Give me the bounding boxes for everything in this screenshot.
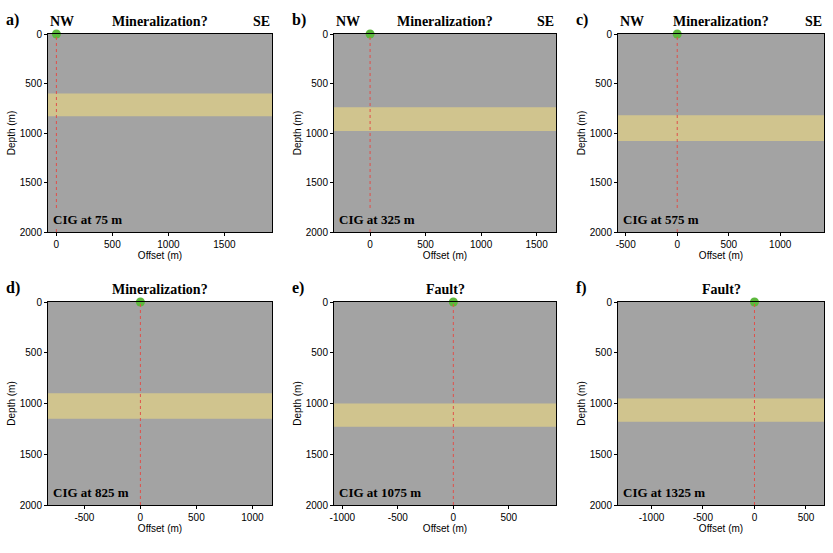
svg-text:0: 0 — [674, 239, 680, 250]
svg-text:SE: SE — [537, 14, 554, 29]
svg-text:500: 500 — [595, 78, 612, 89]
svg-text:0: 0 — [36, 29, 42, 40]
svg-text:500: 500 — [417, 239, 434, 250]
svg-text:b): b) — [292, 11, 306, 29]
svg-text:CIG at 575 m: CIG at 575 m — [623, 212, 699, 227]
svg-text:a): a) — [6, 11, 19, 29]
svg-text:1500: 1500 — [20, 449, 43, 460]
svg-text:e): e) — [292, 279, 304, 297]
svg-text:1500: 1500 — [306, 449, 329, 460]
svg-text:500: 500 — [25, 347, 42, 358]
svg-text:500: 500 — [595, 347, 612, 358]
svg-text:1000: 1000 — [769, 239, 792, 250]
svg-text:Mineralization?: Mineralization? — [397, 14, 493, 29]
svg-text:0: 0 — [138, 512, 144, 523]
svg-text:2000: 2000 — [20, 500, 43, 511]
svg-text:1000: 1000 — [20, 128, 43, 139]
svg-text:d): d) — [6, 279, 20, 297]
svg-text:Mineralization?: Mineralization? — [673, 14, 769, 29]
svg-text:CIG at 1325 m: CIG at 1325 m — [623, 485, 705, 500]
svg-text:500: 500 — [104, 239, 121, 250]
svg-text:1500: 1500 — [20, 177, 43, 188]
svg-text:500: 500 — [25, 78, 42, 89]
svg-text:2000: 2000 — [306, 500, 329, 511]
svg-text:1000: 1000 — [157, 239, 180, 250]
svg-text:NW: NW — [620, 14, 644, 29]
svg-text:1000: 1000 — [470, 239, 493, 250]
svg-text:1000: 1000 — [590, 128, 613, 139]
svg-text:1500: 1500 — [590, 449, 613, 460]
svg-text:Depth (m): Depth (m) — [6, 381, 17, 425]
svg-text:2000: 2000 — [590, 227, 613, 238]
svg-text:1500: 1500 — [213, 239, 236, 250]
svg-text:500: 500 — [311, 347, 328, 358]
svg-text:-1000: -1000 — [330, 512, 356, 523]
svg-text:0: 0 — [606, 297, 612, 308]
svg-text:1500: 1500 — [306, 177, 329, 188]
svg-text:Offset (m): Offset (m) — [423, 523, 467, 534]
svg-text:Offset (m): Offset (m) — [423, 250, 467, 261]
svg-text:0: 0 — [322, 297, 328, 308]
svg-text:1000: 1000 — [590, 398, 613, 409]
svg-text:2000: 2000 — [20, 227, 43, 238]
svg-text:0: 0 — [36, 297, 42, 308]
svg-text:-500: -500 — [616, 239, 636, 250]
svg-text:Depth (m): Depth (m) — [576, 111, 587, 155]
svg-text:Offset (m): Offset (m) — [699, 250, 743, 261]
svg-text:500: 500 — [311, 78, 328, 89]
svg-text:-500: -500 — [388, 512, 408, 523]
svg-text:CIG at 1075 m: CIG at 1075 m — [339, 485, 421, 500]
svg-text:0: 0 — [367, 239, 373, 250]
svg-text:Depth (m): Depth (m) — [6, 111, 17, 155]
svg-text:-500: -500 — [693, 512, 713, 523]
svg-text:CIG at 325 m: CIG at 325 m — [339, 212, 415, 227]
svg-text:SE: SE — [805, 14, 822, 29]
svg-text:1000: 1000 — [20, 398, 43, 409]
svg-text:500: 500 — [188, 512, 205, 523]
svg-text:NW: NW — [336, 14, 360, 29]
svg-text:1000: 1000 — [241, 512, 264, 523]
svg-text:Offset (m): Offset (m) — [138, 250, 182, 261]
svg-text:500: 500 — [798, 512, 815, 523]
svg-text:2000: 2000 — [306, 227, 329, 238]
svg-text:Fault?: Fault? — [702, 282, 741, 297]
svg-text:Depth (m): Depth (m) — [576, 381, 587, 425]
svg-text:c): c) — [576, 11, 588, 29]
svg-text:Offset (m): Offset (m) — [699, 523, 743, 534]
svg-text:-1000: -1000 — [639, 512, 665, 523]
svg-text:SE: SE — [253, 14, 270, 29]
svg-text:2000: 2000 — [590, 500, 613, 511]
svg-text:1500: 1500 — [525, 239, 548, 250]
svg-text:NW: NW — [50, 14, 74, 29]
svg-text:1000: 1000 — [306, 128, 329, 139]
svg-text:Depth (m): Depth (m) — [292, 111, 303, 155]
svg-text:CIG at 825 m: CIG at 825 m — [53, 485, 129, 500]
svg-text:Depth (m): Depth (m) — [292, 381, 303, 425]
svg-text:CIG at 75 m: CIG at 75 m — [53, 212, 122, 227]
svg-text:0: 0 — [322, 29, 328, 40]
svg-text:0: 0 — [54, 239, 60, 250]
svg-text:Offset (m): Offset (m) — [138, 523, 182, 534]
svg-text:0: 0 — [752, 512, 758, 523]
svg-text:f): f) — [576, 279, 587, 297]
svg-text:Mineralization?: Mineralization? — [112, 282, 208, 297]
svg-text:1000: 1000 — [306, 398, 329, 409]
svg-text:500: 500 — [500, 512, 517, 523]
svg-text:500: 500 — [720, 239, 737, 250]
svg-text:-500: -500 — [74, 512, 94, 523]
svg-text:Mineralization?: Mineralization? — [112, 14, 208, 29]
svg-text:Fault?: Fault? — [426, 282, 465, 297]
svg-text:0: 0 — [606, 29, 612, 40]
svg-text:1500: 1500 — [590, 177, 613, 188]
svg-text:0: 0 — [451, 512, 457, 523]
